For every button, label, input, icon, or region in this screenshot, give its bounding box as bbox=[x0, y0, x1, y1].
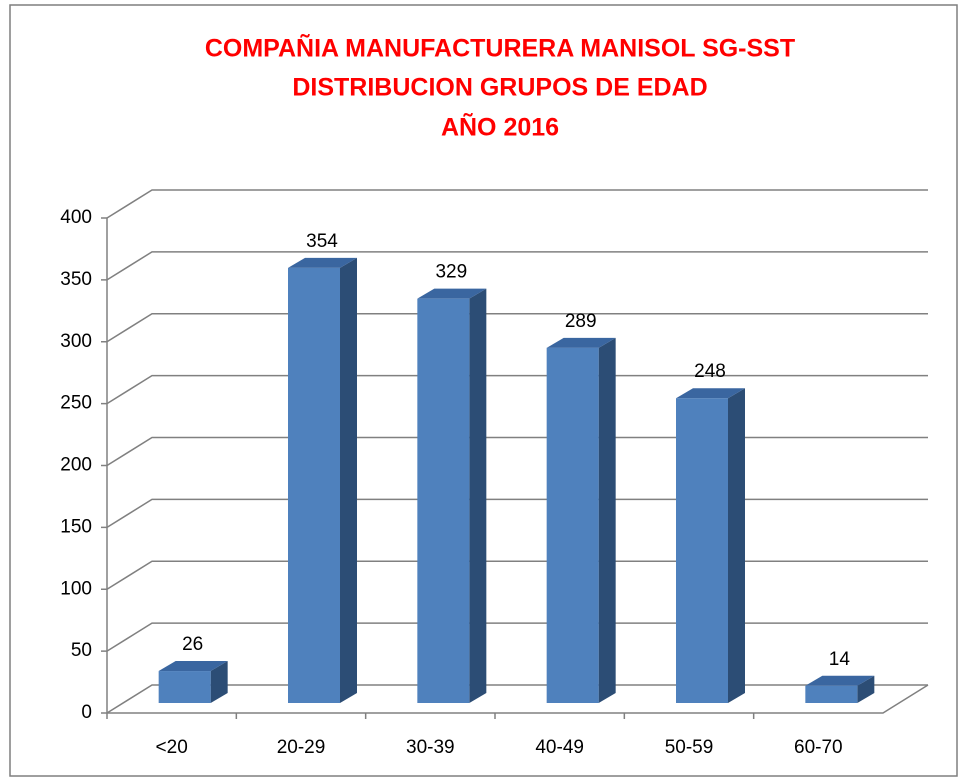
y-tick-label: 300 bbox=[60, 331, 92, 352]
grid-line bbox=[106, 436, 928, 467]
x-tick-label: 30-39 bbox=[406, 737, 455, 758]
bar bbox=[288, 267, 340, 703]
y-tick-label: 400 bbox=[60, 207, 92, 228]
x-tick-label: 40-49 bbox=[535, 737, 584, 758]
bar bbox=[546, 347, 599, 703]
chart-title: AÑO 2016 bbox=[441, 112, 559, 142]
bar-side bbox=[728, 388, 745, 703]
y-tick-label: 150 bbox=[60, 516, 92, 537]
grid-line bbox=[106, 684, 928, 714]
bar-top bbox=[546, 337, 616, 348]
grid-line bbox=[106, 498, 928, 529]
data-label: 354 bbox=[306, 231, 338, 252]
grid-line bbox=[106, 622, 928, 652]
data-label: 26 bbox=[182, 634, 203, 655]
y-tick-label: 0 bbox=[81, 702, 92, 723]
bar-top bbox=[288, 257, 357, 268]
data-label: 14 bbox=[829, 649, 851, 670]
bar-top bbox=[158, 661, 228, 672]
bar-top bbox=[676, 388, 745, 399]
bar bbox=[676, 398, 728, 703]
data-label: 329 bbox=[435, 262, 467, 283]
bar bbox=[158, 671, 211, 703]
data-label: 289 bbox=[565, 311, 597, 332]
y-tick-label: 100 bbox=[60, 578, 92, 599]
bar-side bbox=[598, 337, 616, 703]
bar-side bbox=[857, 675, 875, 703]
chart-title: DISTRIBUCION GRUPOS DE EDAD bbox=[292, 74, 707, 102]
data-label: 248 bbox=[694, 361, 726, 382]
x-tick-label: 60-70 bbox=[794, 737, 843, 758]
x-tick-label: 20-29 bbox=[277, 737, 326, 758]
y-tick-label: 350 bbox=[60, 269, 92, 290]
bar-side bbox=[210, 661, 228, 703]
bar bbox=[417, 298, 470, 703]
bar bbox=[805, 685, 858, 703]
chart-title: COMPAÑIA MANUFACTURERA MANISOL SG-SST bbox=[205, 33, 795, 63]
grid-line bbox=[106, 251, 928, 281]
x-tick-label: 50-59 bbox=[665, 737, 714, 758]
y-tick-label: 250 bbox=[60, 393, 92, 414]
y-tick-label: 50 bbox=[71, 640, 92, 661]
grid-line bbox=[106, 189, 928, 219]
grid-line bbox=[106, 560, 928, 590]
grid-line bbox=[106, 374, 928, 405]
bar-side bbox=[340, 257, 357, 703]
bar-side bbox=[469, 288, 487, 703]
x-tick-label: <20 bbox=[156, 737, 188, 758]
bar-top bbox=[417, 288, 487, 299]
bar-top bbox=[805, 675, 875, 686]
y-tick-label: 200 bbox=[60, 455, 92, 476]
grid-line bbox=[106, 313, 928, 343]
